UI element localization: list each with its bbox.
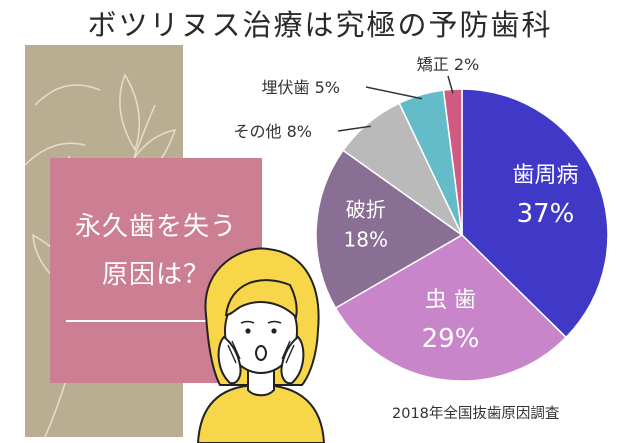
- slice-label-3: 破折: [346, 197, 386, 221]
- slice-value-2: 29%: [422, 324, 480, 354]
- slice-label-1: 歯周病: [512, 163, 578, 188]
- slice-outside-label-5: 埋伏歯 5%: [262, 78, 340, 97]
- source-note: 2018年全国抜歯原因調査: [392, 406, 560, 422]
- leader-line-6: [447, 75, 454, 94]
- headline-line-2: 原因は？: [101, 260, 210, 290]
- leader-line-4: [337, 125, 371, 132]
- slice-value-3: 18%: [344, 227, 388, 251]
- slice-outside-label-6: 矯正 2%: [417, 55, 479, 74]
- slice-outside-label-4: その他 8%: [234, 122, 312, 141]
- headline-line-1: 永久歯を失う: [74, 212, 237, 242]
- page-title: ボツリヌス治療は究極の予防歯科: [87, 8, 553, 42]
- leader-line-5: [365, 86, 423, 100]
- pie-slice-3: [315, 149, 464, 310]
- surprised-woman-illustration: [196, 247, 326, 443]
- pie-slice-1: [461, 88, 609, 339]
- pie-slice-6: [442, 88, 463, 236]
- pie-slice-2: [334, 234, 568, 382]
- headline-divider: [66, 320, 246, 322]
- slice-label-2: 虫 歯: [425, 288, 476, 313]
- slice-value-1: 37%: [517, 199, 575, 229]
